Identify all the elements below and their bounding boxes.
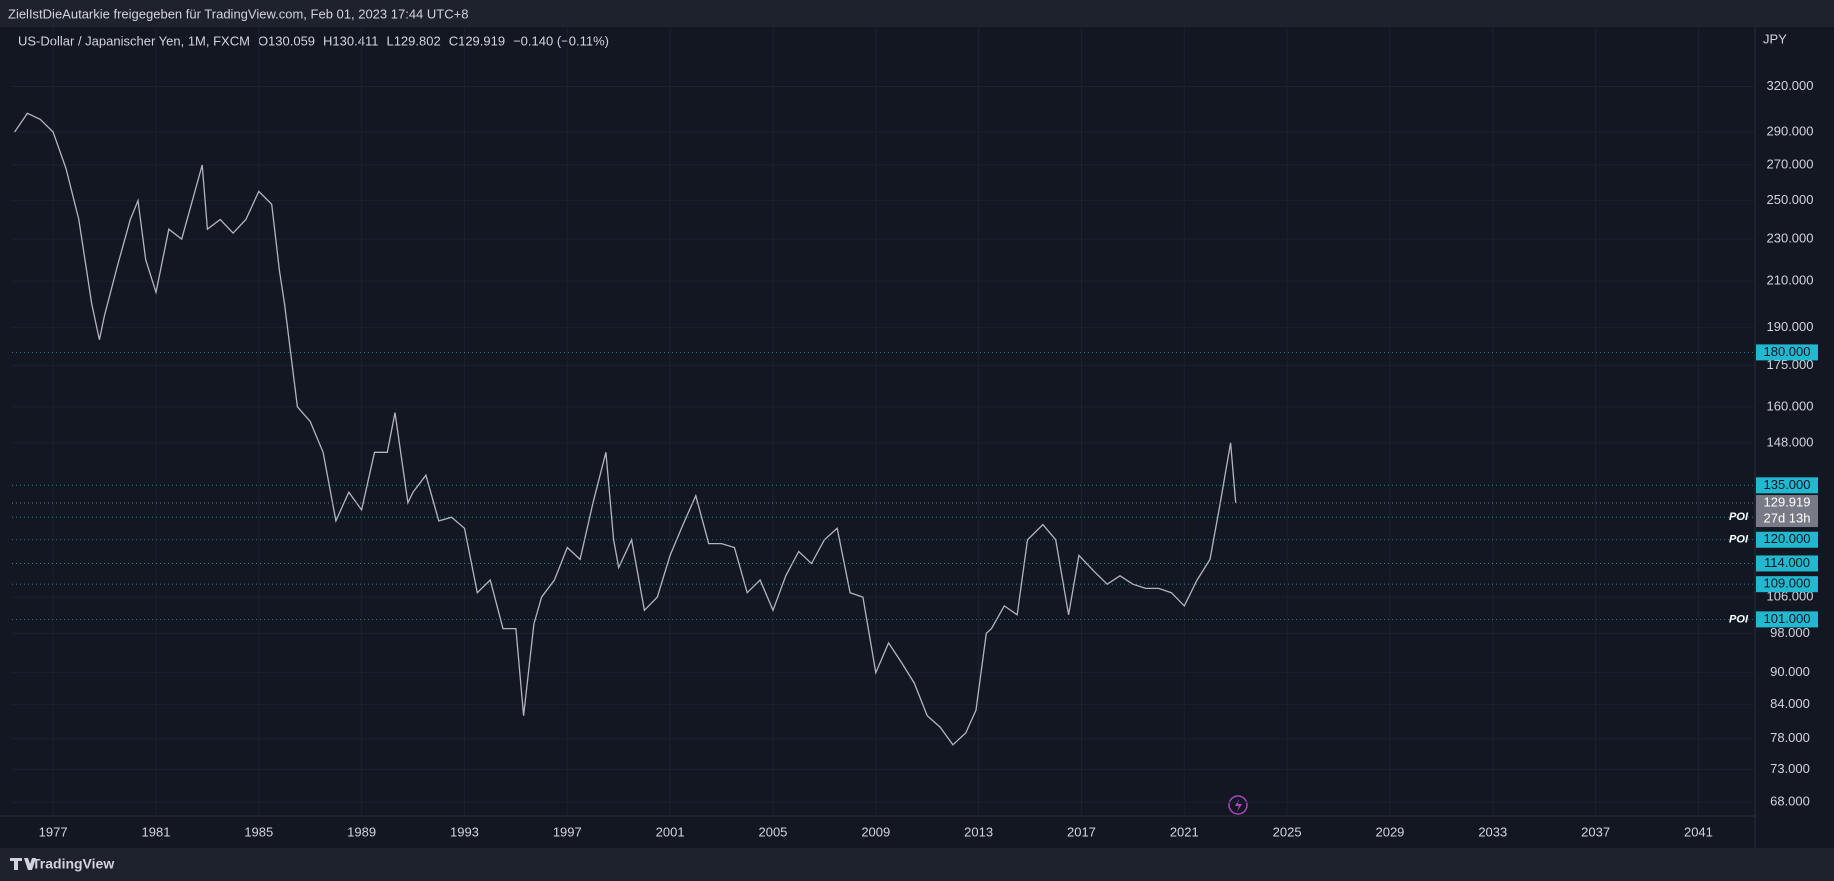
poi-label: POI — [1729, 534, 1749, 546]
header-bar — [0, 0, 1834, 27]
x-tick-label: 1997 — [553, 824, 582, 839]
y-tick-label: 78.000 — [1770, 730, 1810, 745]
ohlc-value: L129.802 — [386, 33, 440, 48]
level-badge — [1756, 555, 1818, 572]
x-tick-label: 1981 — [142, 824, 171, 839]
y-tick-label: 210.000 — [1767, 273, 1814, 288]
ohlc-value: C129.919 — [449, 33, 505, 48]
y-tick-label: 68.000 — [1770, 794, 1810, 809]
y-tick-label: 270.000 — [1767, 156, 1814, 171]
x-tick-label: 2029 — [1375, 824, 1404, 839]
x-tick-label: 2009 — [861, 824, 890, 839]
x-tick-label: 2037 — [1581, 824, 1610, 839]
y-tick-label: 290.000 — [1767, 123, 1814, 138]
y-tick-label: 106.000 — [1767, 589, 1814, 604]
y-tick-label: 230.000 — [1767, 231, 1814, 246]
symbol-legend: US-Dollar / Japanischer Yen, 1M, FXCM O13… — [18, 33, 609, 48]
level-label: 101.000 — [1764, 611, 1811, 626]
level-badge — [1756, 576, 1818, 593]
level-label: 180.000 — [1764, 344, 1811, 359]
x-tick-label: 2033 — [1478, 824, 1507, 839]
x-tick-label: 1989 — [347, 824, 376, 839]
event-icon-bolt — [1235, 799, 1242, 812]
last-price-badge — [1756, 495, 1818, 528]
level-label: 135.000 — [1764, 477, 1811, 492]
y-axis-label: JPY — [1763, 31, 1787, 46]
x-tick-label: 2025 — [1273, 824, 1302, 839]
level-badge — [1756, 531, 1818, 548]
price-line — [14, 112, 1237, 746]
y-tick-label: 148.000 — [1767, 434, 1814, 449]
poi-label: POI — [1729, 613, 1749, 625]
y-tick-label: 84.000 — [1770, 696, 1810, 711]
event-icon[interactable] — [1228, 795, 1248, 815]
x-tick-label: 1993 — [450, 824, 479, 839]
x-tick-label: 2017 — [1067, 824, 1096, 839]
level-badge — [1756, 344, 1818, 361]
footer-bar — [0, 848, 1834, 881]
level-badge — [1756, 477, 1818, 494]
level-label: 114.000 — [1764, 555, 1810, 570]
y-tick-label: 98.000 — [1770, 625, 1810, 640]
x-tick-label: 2021 — [1170, 824, 1199, 839]
poi-label: POI — [1729, 511, 1749, 523]
level-label: 120.000 — [1764, 531, 1811, 546]
ohlc-value: H130.411 — [323, 33, 378, 48]
level-badge — [1756, 611, 1818, 628]
x-tick-label: 2005 — [758, 824, 787, 839]
ohlc-value: O130.059 — [258, 33, 315, 48]
last-price-label: 129.919 — [1764, 494, 1811, 509]
x-tick-label: 2041 — [1684, 824, 1713, 839]
y-tick-label: 73.000 — [1770, 761, 1810, 776]
logo — [10, 858, 36, 870]
y-tick-label: 190.000 — [1767, 319, 1814, 334]
footer-brand: TradingView — [32, 856, 114, 872]
x-tick-label: 1985 — [244, 824, 273, 839]
change-value: −0.140 (−0.11%) — [513, 33, 609, 48]
x-tick-label: 2013 — [964, 824, 993, 839]
y-tick-label: 90.000 — [1770, 664, 1810, 679]
x-tick-label: 1977 — [39, 824, 68, 839]
level-label: 109.000 — [1764, 576, 1811, 591]
y-tick-label: 160.000 — [1767, 398, 1814, 413]
y-tick-label: 320.000 — [1767, 78, 1814, 93]
y-tick-label: 250.000 — [1767, 192, 1814, 207]
bar-countdown: 27d 13h — [1764, 510, 1811, 525]
share-title: ZielIstDieAutarkie freigegeben für Tradi… — [8, 6, 468, 21]
y-tick-label: 175.000 — [1767, 357, 1814, 372]
symbol-name: US-Dollar / Japanischer Yen, 1M, FXCM — [18, 33, 250, 48]
x-tick-label: 2001 — [656, 824, 685, 839]
